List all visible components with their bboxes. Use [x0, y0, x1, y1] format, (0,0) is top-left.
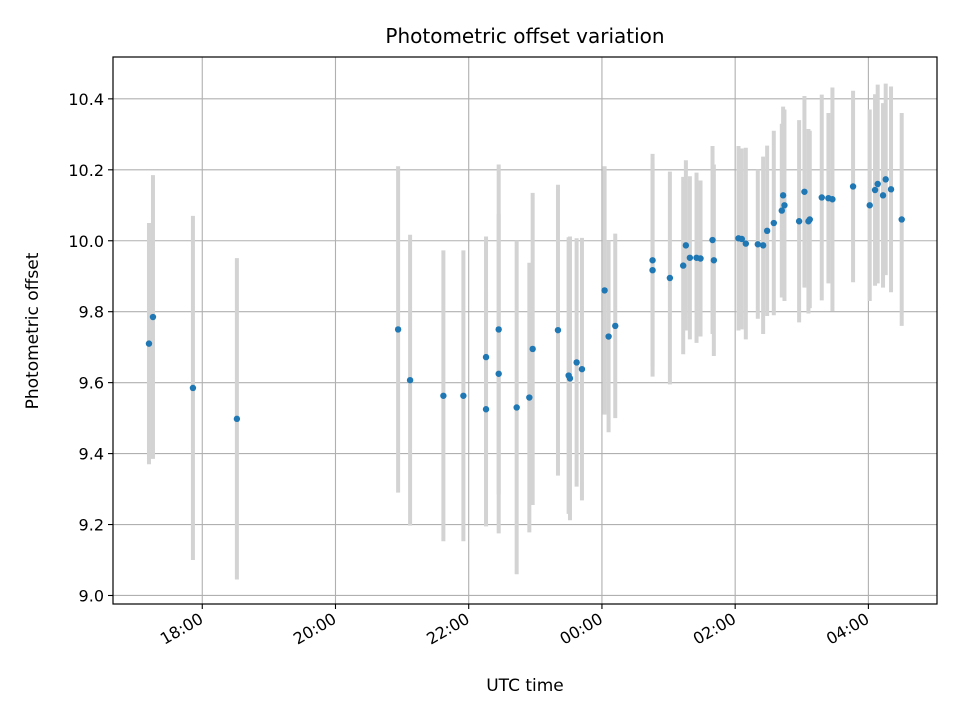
y-tick-label-0: 9.0 [79, 586, 104, 605]
data-point-6 [406, 376, 414, 384]
data-point-20 [578, 365, 586, 373]
data-point-21 [605, 333, 612, 340]
plot-area-frame [112, 56, 938, 605]
data-point-24 [649, 266, 656, 274]
data-point-5 [394, 326, 402, 333]
data-point-54 [879, 192, 887, 199]
data-point-43 [795, 218, 803, 225]
data-point-10 [482, 353, 490, 361]
data-point-35 [742, 240, 750, 247]
data-point-16 [554, 326, 562, 334]
data-point-50 [849, 183, 857, 190]
data-point-15 [529, 345, 536, 353]
y-axis-label: Photometric offset [23, 252, 43, 409]
data-point-41 [779, 192, 787, 199]
data-point-23 [649, 257, 656, 264]
data-point-14 [526, 394, 533, 401]
y-tick-label-7: 10.4 [68, 90, 104, 109]
data-point-52 [871, 186, 879, 194]
y-tick-label-1: 9.2 [79, 516, 104, 535]
data-point-12 [495, 370, 502, 377]
data-point-25 [666, 274, 674, 282]
y-tick-label-2: 9.4 [79, 445, 104, 464]
data-point-34 [738, 235, 746, 243]
data-point-36 [754, 241, 762, 248]
data-point-32 [710, 257, 718, 264]
data-point-22 [612, 322, 619, 330]
data-point-47 [818, 194, 825, 201]
data-point-30 [697, 255, 704, 262]
data-point-40 [778, 207, 785, 214]
data-point-39 [770, 219, 777, 227]
x-axis-label: UTC time [486, 676, 564, 696]
data-point-19 [573, 359, 580, 366]
data-point-53 [874, 180, 881, 188]
data-point-46 [806, 216, 813, 223]
y-tick-label-6: 10.2 [68, 161, 104, 180]
data-point-55 [882, 176, 889, 183]
data-point-28 [686, 254, 694, 261]
data-point-56 [887, 186, 895, 193]
chart-title: Photometric offset variation [385, 24, 664, 48]
y-tick-label-4: 9.8 [79, 303, 104, 322]
data-point-42 [781, 202, 788, 209]
data-point-1 [149, 313, 157, 321]
data-point-27 [682, 242, 690, 249]
data-point-11 [495, 326, 502, 333]
data-point-51 [866, 202, 873, 209]
data-point-49 [829, 196, 836, 203]
data-point-44 [801, 188, 808, 195]
data-point-7 [440, 392, 447, 399]
y-axis-ticks: 9.0 9.2 9.4 9.6 9.8 10.0 10.2 10.4 [68, 90, 113, 605]
data-point-38 [763, 227, 771, 235]
data-point-31 [709, 236, 716, 244]
data-point-0 [145, 340, 153, 347]
data-point-4 [601, 287, 608, 294]
data-point-13 [513, 404, 520, 411]
data-point-37 [759, 242, 767, 249]
data-point-26 [680, 262, 687, 269]
data-point-8 [460, 392, 467, 399]
y-tick-label-3: 9.6 [79, 374, 104, 393]
data-point-57 [898, 216, 905, 223]
y-tick-label-5: 10.0 [68, 232, 104, 251]
data-point-18 [566, 375, 574, 382]
point-layer [145, 176, 905, 423]
data-point-3 [233, 415, 241, 423]
data-point-2 [189, 384, 197, 392]
data-point-9 [482, 406, 490, 413]
